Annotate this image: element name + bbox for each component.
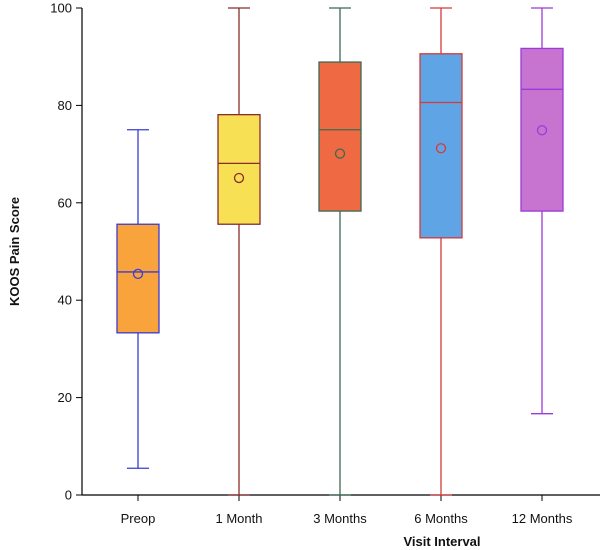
y-axis-title: KOOS Pain Score (7, 197, 22, 306)
boxes (116, 7, 564, 496)
iqr-box (217, 114, 261, 225)
mean-marker (132, 268, 144, 280)
iqr-box (419, 53, 463, 239)
mean-marker (435, 143, 447, 154)
box-preop (116, 129, 160, 469)
mean-marker (536, 125, 548, 136)
x-tick-label: 1 Month (216, 511, 263, 526)
mean-marker (334, 148, 346, 159)
box-1-month (217, 7, 261, 496)
axes: 0 20 40 60 80 100 Preop 1 Month 3 Months 6 Months… (50, 1, 600, 526)
iqr-box (520, 47, 564, 212)
box-12-months (520, 7, 564, 415)
y-tick-label: 80 (58, 98, 72, 113)
iqr-box (318, 61, 362, 212)
y-tick-label: 40 (58, 293, 72, 308)
x-axis-title: Visit Interval (403, 534, 480, 549)
x-tick-label: 12 Months (512, 511, 573, 526)
box-6-months (419, 7, 463, 496)
x-tick-label: 3 Months (313, 511, 367, 526)
x-tick-label: Preop (121, 511, 156, 526)
box-3-months (318, 7, 362, 496)
x-tick-label: 6 Months (414, 511, 468, 526)
y-tick-label: 20 (58, 390, 72, 405)
y-tick-label: 60 (58, 195, 72, 210)
y-tick-label: 100 (50, 1, 72, 16)
y-tick-label: 0 (65, 488, 72, 503)
mean-marker (233, 172, 245, 184)
